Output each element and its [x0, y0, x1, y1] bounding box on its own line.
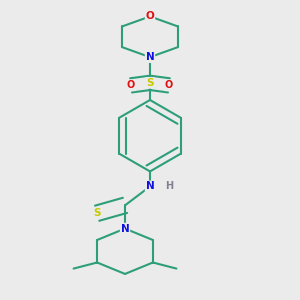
Text: N: N	[146, 52, 154, 62]
Text: O: O	[127, 80, 135, 90]
Text: H: H	[166, 182, 174, 191]
Text: N: N	[146, 182, 154, 191]
Text: S: S	[93, 208, 101, 218]
Text: O: O	[165, 80, 173, 90]
Text: S: S	[146, 78, 154, 88]
Text: N: N	[121, 224, 129, 234]
Text: O: O	[146, 11, 154, 21]
